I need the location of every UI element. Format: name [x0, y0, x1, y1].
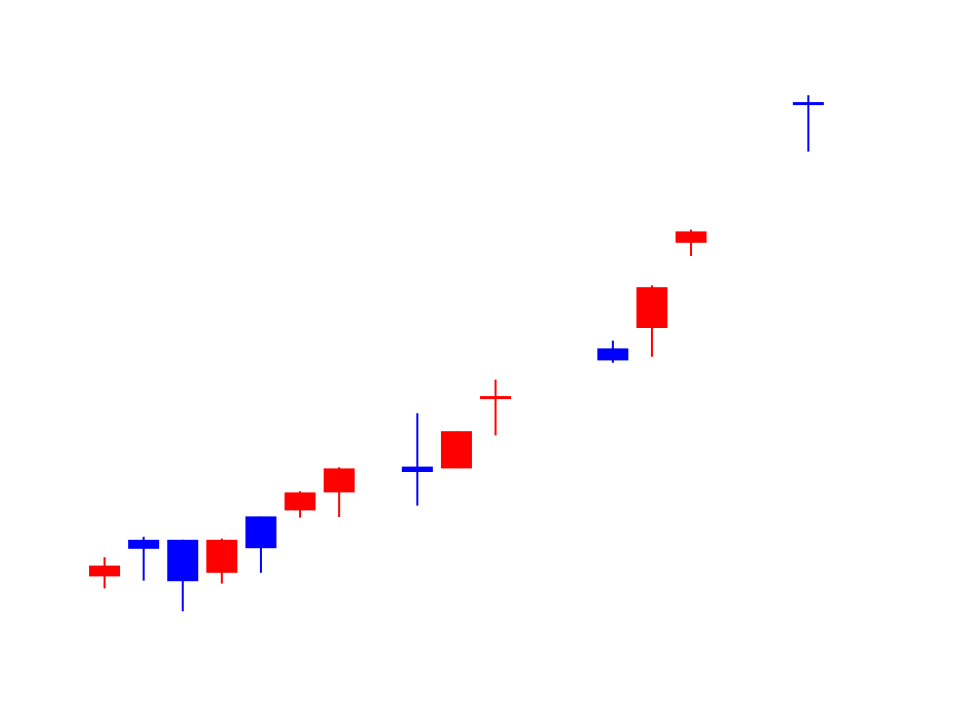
candle-body	[480, 396, 512, 400]
candle-body	[636, 287, 668, 328]
candle-4	[206, 538, 238, 584]
candle-1	[89, 557, 121, 589]
candle-body	[597, 348, 629, 361]
candle-16	[675, 229, 707, 256]
candle-14	[597, 340, 629, 363]
candle-body	[401, 466, 433, 472]
candle-5	[245, 516, 277, 573]
candle-19	[792, 95, 824, 152]
candle-11	[480, 379, 512, 436]
candle-10	[440, 431, 472, 469]
candle-body	[128, 539, 160, 549]
candle-body	[206, 539, 238, 573]
candle-body	[284, 492, 316, 511]
candle-body	[167, 539, 199, 582]
candle-body	[440, 431, 472, 469]
candle-body	[792, 102, 824, 106]
candle-body	[675, 231, 707, 243]
candles-layer	[89, 95, 824, 612]
candle-9	[401, 413, 433, 506]
candle-15	[636, 285, 668, 357]
candle-body	[245, 516, 277, 549]
candle-2	[128, 536, 160, 581]
candle-3	[167, 539, 199, 612]
candle-7	[323, 467, 355, 517]
candle-body	[323, 468, 355, 493]
candle-body	[89, 565, 121, 577]
candle-6	[284, 491, 316, 518]
